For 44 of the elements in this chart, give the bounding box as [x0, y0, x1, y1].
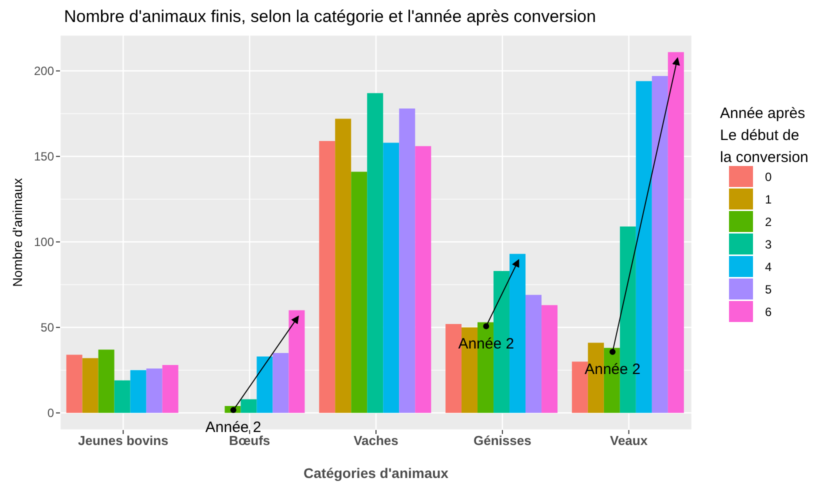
annotation: Année 2 — [584, 360, 640, 378]
bar — [240, 399, 257, 413]
bar — [526, 294, 542, 413]
legend-label: 2 — [765, 215, 772, 229]
legend-label: 1 — [765, 192, 772, 206]
x-axis-title: Catégories d'animaux — [304, 465, 449, 481]
bar — [351, 172, 368, 413]
bar — [114, 380, 130, 413]
y-tick-label: 200 — [34, 64, 54, 78]
bar — [367, 93, 384, 413]
y-axis-title: Nombre d'animaux — [10, 178, 25, 287]
bar — [146, 368, 162, 413]
bar — [272, 353, 289, 413]
x-tick-label: Génisses — [473, 433, 532, 448]
legend-label: 3 — [765, 238, 772, 252]
x-tick-label: Vaches — [354, 433, 398, 448]
bar — [98, 350, 114, 413]
legend-label: 0 — [765, 170, 772, 184]
bar — [652, 76, 668, 413]
legend-label: 5 — [765, 282, 772, 296]
bar — [130, 370, 146, 413]
legend-label: 6 — [765, 305, 772, 319]
bar — [399, 108, 416, 413]
legend-label: 4 — [765, 260, 772, 274]
y-tick-label: 0 — [47, 406, 54, 420]
y-tick-label: 150 — [34, 150, 54, 164]
bar — [82, 358, 98, 413]
bar — [288, 310, 305, 413]
y-tick-label: 100 — [34, 235, 54, 250]
bar — [256, 356, 273, 413]
annotation: Année 2 — [458, 335, 514, 352]
bar — [66, 354, 82, 413]
bar — [415, 146, 432, 413]
x-tick-label: Veaux — [610, 433, 648, 448]
bar — [162, 365, 178, 413]
chart-title: Nombre d'animaux finis, selon la catégorie et l'année après conversion — [64, 7, 596, 26]
x-tick-label: Jeunes bovins — [78, 433, 168, 448]
bar — [335, 118, 352, 413]
y-tick-label: 50 — [40, 320, 54, 335]
legend-title: Année après Le début de la conversion — [720, 105, 808, 166]
bar — [383, 142, 400, 413]
bar — [668, 52, 684, 413]
bar — [542, 305, 558, 413]
bar — [319, 141, 336, 413]
